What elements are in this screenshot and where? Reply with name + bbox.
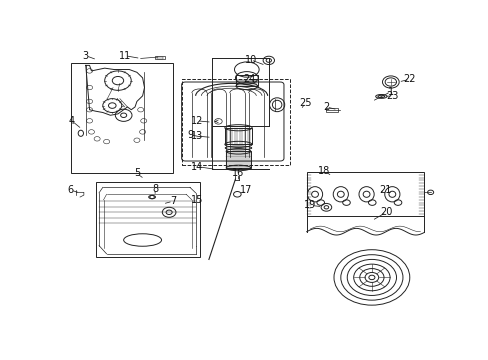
Text: 23: 23 [386, 91, 398, 101]
Bar [96, 182, 200, 257]
Text: 2: 2 [323, 102, 329, 112]
Bar [225, 151, 250, 168]
Text: 22: 22 [403, 74, 415, 84]
Text: 17: 17 [240, 185, 252, 195]
Text: 9: 9 [186, 130, 193, 140]
Text: 25: 25 [299, 98, 311, 108]
Text: 13: 13 [190, 131, 203, 141]
Bar [306, 172, 423, 216]
Text: 6: 6 [67, 185, 74, 195]
Text: 21: 21 [378, 185, 390, 195]
Text: 19: 19 [304, 201, 316, 210]
Text: 24: 24 [243, 74, 256, 84]
Bar [155, 56, 164, 59]
Bar [156, 57, 163, 59]
Bar [181, 79, 289, 165]
Text: 3: 3 [82, 51, 89, 61]
Text: 16: 16 [232, 168, 244, 179]
Text: 10: 10 [244, 55, 256, 65]
Text: 4: 4 [68, 116, 75, 126]
Bar [326, 108, 337, 112]
Bar [236, 75, 257, 86]
Text: 1: 1 [387, 87, 393, 97]
Text: 7: 7 [169, 196, 176, 206]
Text: 15: 15 [190, 195, 203, 205]
Text: 14: 14 [190, 162, 203, 172]
Text: 5: 5 [134, 168, 140, 179]
Text: 20: 20 [379, 207, 392, 217]
Text: 8: 8 [152, 184, 158, 194]
Text: 18: 18 [318, 166, 330, 176]
Bar [224, 128, 252, 144]
Bar [70, 63, 173, 174]
Text: 12: 12 [190, 116, 203, 126]
Text: 11: 11 [119, 51, 131, 61]
